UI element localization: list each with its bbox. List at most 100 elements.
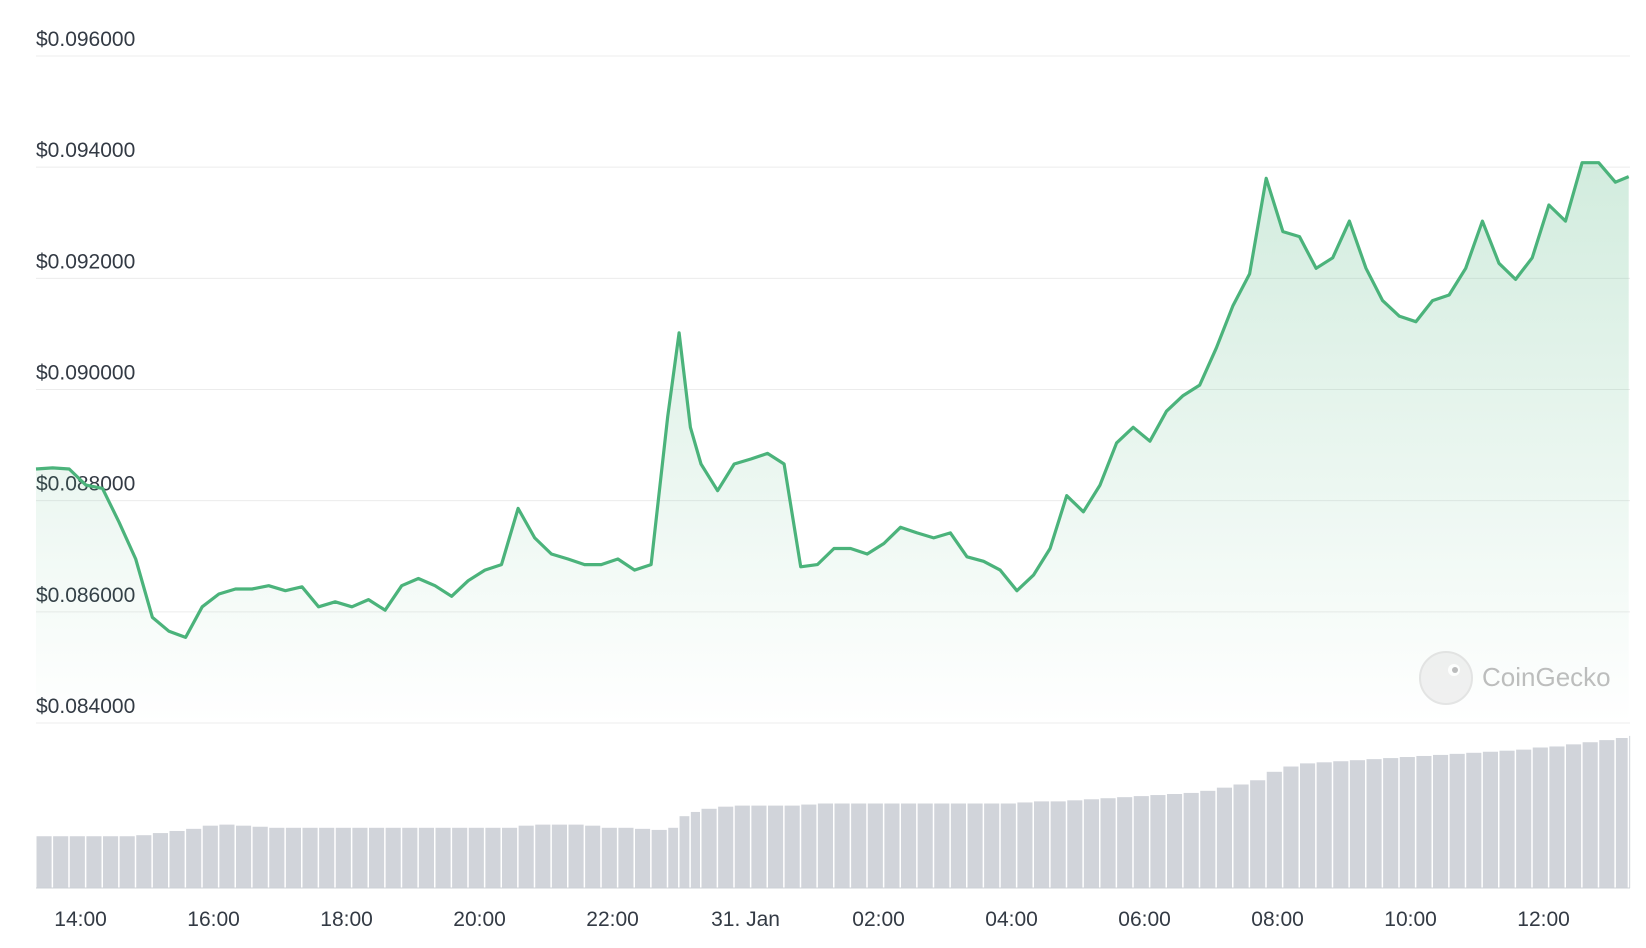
volume-bar (1117, 797, 1133, 888)
volume-bar (618, 827, 634, 888)
volume-bar (269, 827, 285, 888)
volume-bar (867, 803, 883, 888)
volume-bar (385, 827, 401, 888)
volume-bar (1532, 747, 1548, 888)
volume-bar (884, 803, 900, 888)
volume-bar (285, 827, 301, 888)
x-tick-label: 06:00 (1118, 908, 1171, 931)
volume-bar (1549, 746, 1565, 888)
volume-bar (651, 829, 667, 888)
volume-bar (551, 824, 567, 888)
y-tick-label: $0.094000 (36, 139, 135, 162)
volume-bar (1416, 755, 1432, 888)
volume-bar (169, 830, 185, 888)
volume-bar (501, 827, 518, 888)
volume-bar (319, 827, 335, 888)
volume-bar (984, 803, 1000, 888)
x-tick-label: 12:00 (1517, 908, 1570, 931)
volume-bar (900, 803, 917, 888)
volume-bar (1565, 744, 1582, 888)
volume-bar (585, 825, 601, 888)
volume-bar (1200, 790, 1216, 888)
x-tick-label: 20:00 (453, 908, 506, 931)
volume-bar (1316, 762, 1332, 888)
volume-bar (86, 836, 102, 888)
volume-bar (219, 824, 235, 888)
volume-bar (679, 816, 690, 888)
price-line (35, 161, 1630, 639)
volume-bar (1366, 759, 1382, 888)
volume-bar (102, 836, 119, 888)
volume-bar (1266, 771, 1282, 888)
y-tick-label: $0.090000 (36, 362, 135, 385)
volume-bar (1349, 760, 1365, 888)
x-tick-label: 14:00 (54, 908, 107, 931)
volume-bar (1100, 798, 1116, 888)
volume-bar (1299, 763, 1316, 888)
watermark-text: CoinGecko (1482, 662, 1611, 692)
watermark: CoinGecko (1419, 651, 1611, 705)
volume-bar (53, 836, 69, 888)
volume-bar (701, 808, 717, 888)
volume-bar (784, 805, 800, 888)
volume-bar (1432, 754, 1449, 888)
volume-bar (718, 806, 734, 888)
volume-bar (119, 836, 135, 888)
volume-bar (1233, 784, 1249, 888)
volume-bar (817, 803, 833, 888)
volume-bar (767, 805, 784, 888)
y-tick-label: $0.096000 (36, 28, 135, 51)
volume-bar (851, 803, 867, 888)
volume-bar (136, 835, 152, 888)
volume-bar (1050, 801, 1066, 888)
volume-bar (1283, 766, 1299, 888)
volume-bar (1166, 793, 1183, 888)
x-tick-label: 10:00 (1384, 908, 1437, 931)
volume-bar (690, 811, 700, 888)
volume-bar (1399, 757, 1415, 888)
volume-bar (1482, 751, 1498, 888)
volume-bar (1629, 735, 1631, 888)
volume-bar (452, 827, 468, 888)
volume-bar (1083, 799, 1099, 888)
volume-bar (801, 804, 817, 888)
volume-bar (1033, 801, 1050, 888)
volume-bar (485, 827, 501, 888)
volume-bar (1615, 738, 1628, 888)
volume-bar (834, 803, 850, 888)
volume-bar (934, 803, 950, 888)
x-tick-label: 31. Jan (711, 908, 780, 931)
x-tick-label: 04:00 (985, 908, 1038, 931)
volume-bar (668, 827, 679, 888)
volume-bar (1183, 792, 1199, 888)
volume-bar (751, 805, 767, 888)
x-tick-label: 22:00 (586, 908, 639, 931)
volume-bar (1449, 753, 1465, 888)
volume-bar (734, 805, 750, 888)
volume-bar (152, 833, 168, 888)
volume-bar (967, 803, 983, 888)
volume-bar (186, 828, 202, 888)
volume-bar (1250, 780, 1266, 888)
volume-bar (1333, 761, 1349, 888)
volume-bar (601, 827, 617, 888)
volume-bar (468, 827, 484, 888)
x-tick-label: 02:00 (852, 908, 905, 931)
x-tick-label: 18:00 (320, 908, 373, 931)
volume-bar (335, 827, 351, 888)
volume-bar (252, 826, 268, 888)
area-fill (36, 162, 1629, 723)
volume-bar (634, 828, 651, 888)
volume-bar (1216, 787, 1232, 888)
volume-bar (1133, 796, 1149, 888)
volume-bar (1017, 802, 1033, 888)
x-tick-label: 08:00 (1251, 908, 1304, 931)
volume-bar (235, 825, 252, 888)
volume-bar (568, 824, 584, 888)
volume-bar (1000, 803, 1016, 888)
x-tick-label: 16:00 (187, 908, 240, 931)
volume-bar (352, 827, 368, 888)
volume-bar (368, 827, 385, 888)
volume-bar (435, 827, 451, 888)
